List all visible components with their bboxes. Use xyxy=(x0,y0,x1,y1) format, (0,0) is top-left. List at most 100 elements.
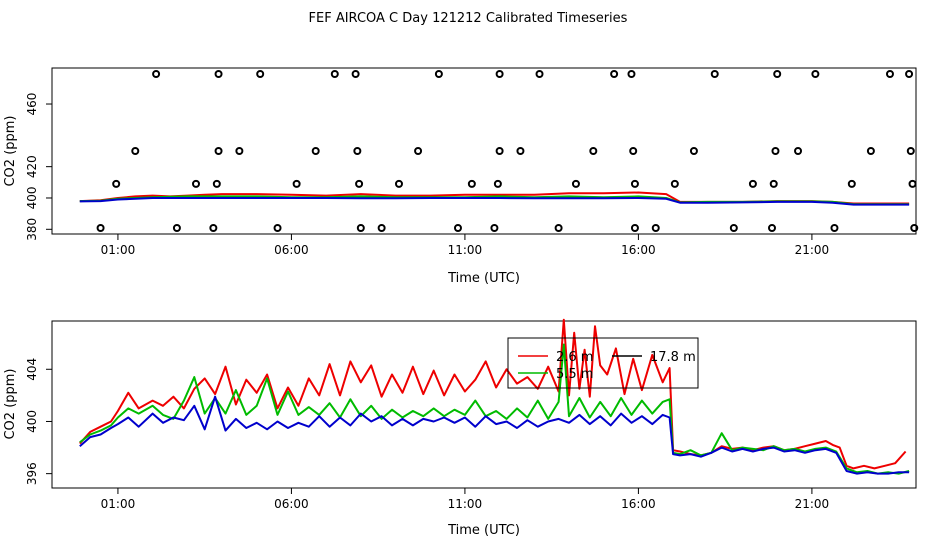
calibration-point xyxy=(670,179,679,188)
calibration-point xyxy=(866,147,875,155)
legend: 2.6 m 17.8 m 5.5 m xyxy=(507,337,699,389)
y-tick-label: 380 xyxy=(25,218,39,241)
calibration-point xyxy=(516,147,525,155)
top-series-layer xyxy=(79,191,910,206)
calibration-point xyxy=(773,70,782,78)
y-tick-label: 420 xyxy=(25,155,39,178)
calibration-point xyxy=(610,70,619,78)
bottom-x-axis-label: Time (UTC) xyxy=(447,523,520,538)
legend-label-5-5m: 5.5 m xyxy=(556,367,593,382)
calibration-point xyxy=(689,147,698,155)
bottom-series-layer xyxy=(79,318,910,475)
y-tick-label: 400 xyxy=(25,410,39,433)
legend-box xyxy=(507,337,699,389)
calibration-point xyxy=(629,147,638,155)
top-y-axis: 380 400 420 460 xyxy=(25,93,52,241)
calibration-point xyxy=(630,224,639,232)
calibration-point xyxy=(830,224,839,232)
calibration-point xyxy=(769,179,778,188)
calibration-point xyxy=(885,70,894,78)
y-tick-label: 460 xyxy=(25,93,39,116)
calibration-point xyxy=(212,179,221,188)
calibration-point xyxy=(905,70,914,78)
calibration-point xyxy=(394,179,403,188)
x-tick-label: 21:00 xyxy=(795,497,830,511)
calibration-point xyxy=(589,147,598,155)
calibration-point xyxy=(748,179,757,188)
series-line-17-8-m xyxy=(79,197,910,206)
calibration-point xyxy=(172,224,181,232)
legend-label-17-8m: 17.8 m xyxy=(650,350,696,365)
calibration-point xyxy=(495,70,504,78)
calibration-point xyxy=(192,179,200,188)
y-tick-label: 396 xyxy=(25,462,39,485)
calibration-point xyxy=(311,147,320,155)
y-tick-label: 400 xyxy=(25,187,39,210)
calibration-point xyxy=(490,224,499,232)
series-line-17-8-m xyxy=(79,395,910,475)
calibration-point xyxy=(273,224,282,232)
calibration-point xyxy=(112,179,121,188)
x-tick-label: 01:00 xyxy=(101,243,136,257)
x-tick-label: 11:00 xyxy=(448,243,483,257)
calibration-point xyxy=(351,70,360,78)
top-panel: 01:00 06:00 11:00 16:00 21:00 380 400 420 460 T… xyxy=(3,67,919,286)
calibration-point xyxy=(571,179,580,188)
calibration-point xyxy=(811,70,820,78)
calibration-point xyxy=(794,147,803,155)
top-plot-frame xyxy=(51,67,917,235)
calibration-point xyxy=(235,147,244,155)
calibration-point xyxy=(152,70,161,78)
calibration-point xyxy=(910,224,919,232)
calibration-point xyxy=(495,147,504,155)
calibration-point xyxy=(377,224,386,232)
x-tick-label: 16:00 xyxy=(621,243,656,257)
calibration-point xyxy=(292,179,301,188)
y-tick-label: 404 xyxy=(25,358,39,381)
bottom-panel: 01:00 06:00 11:00 16:00 21:00 396 400 404 Time… xyxy=(3,318,917,538)
bottom-plot-frame xyxy=(51,320,917,489)
calibration-point xyxy=(256,70,265,78)
top-y-axis-label: CO2 (ppm) xyxy=(3,115,18,186)
calibration-point xyxy=(630,179,639,188)
figure-title: FEF AIRCOA C Day 121212 Calibrated Times… xyxy=(309,11,628,26)
calibration-point xyxy=(355,179,364,188)
calibration-point xyxy=(96,224,105,232)
calibration-point xyxy=(214,147,223,155)
calibration-point xyxy=(651,224,660,232)
calibration-point xyxy=(768,224,776,232)
top-x-axis-label: Time (UTC) xyxy=(447,271,520,286)
calibration-point xyxy=(847,179,856,188)
calibration-point xyxy=(414,147,423,155)
legend-label-2-6m: 2.6 m xyxy=(556,350,593,365)
calibration-point xyxy=(353,147,362,155)
calibration-point xyxy=(356,224,365,232)
calibration-point xyxy=(554,224,563,232)
series-line-5-5-m xyxy=(79,343,910,475)
calibration-point xyxy=(908,179,917,188)
calibration-point xyxy=(330,70,339,78)
calibration-point xyxy=(729,224,738,232)
calibration-point xyxy=(434,70,443,78)
calibration-point xyxy=(771,147,780,155)
bottom-y-axis: 396 400 404 xyxy=(25,358,52,485)
x-tick-label: 06:00 xyxy=(274,243,309,257)
calibration-point xyxy=(906,147,915,155)
calibration-point xyxy=(467,179,476,188)
calibration-point xyxy=(493,179,502,188)
x-tick-label: 21:00 xyxy=(795,243,830,257)
calibration-point xyxy=(209,224,218,232)
calibration-point xyxy=(627,70,636,78)
calibration-point xyxy=(214,70,223,78)
calibration-point xyxy=(131,147,140,155)
calibration-point xyxy=(535,70,544,78)
x-tick-label: 06:00 xyxy=(274,497,309,511)
calibration-point xyxy=(710,70,719,78)
x-tick-label: 01:00 xyxy=(101,497,136,511)
bottom-y-axis-label: CO2 (ppm) xyxy=(3,368,18,439)
top-calibration-points xyxy=(96,70,919,232)
x-tick-label: 16:00 xyxy=(621,497,656,511)
series-line-2-6-m xyxy=(79,318,907,470)
bottom-x-axis: 01:00 06:00 11:00 16:00 21:00 xyxy=(101,488,830,511)
